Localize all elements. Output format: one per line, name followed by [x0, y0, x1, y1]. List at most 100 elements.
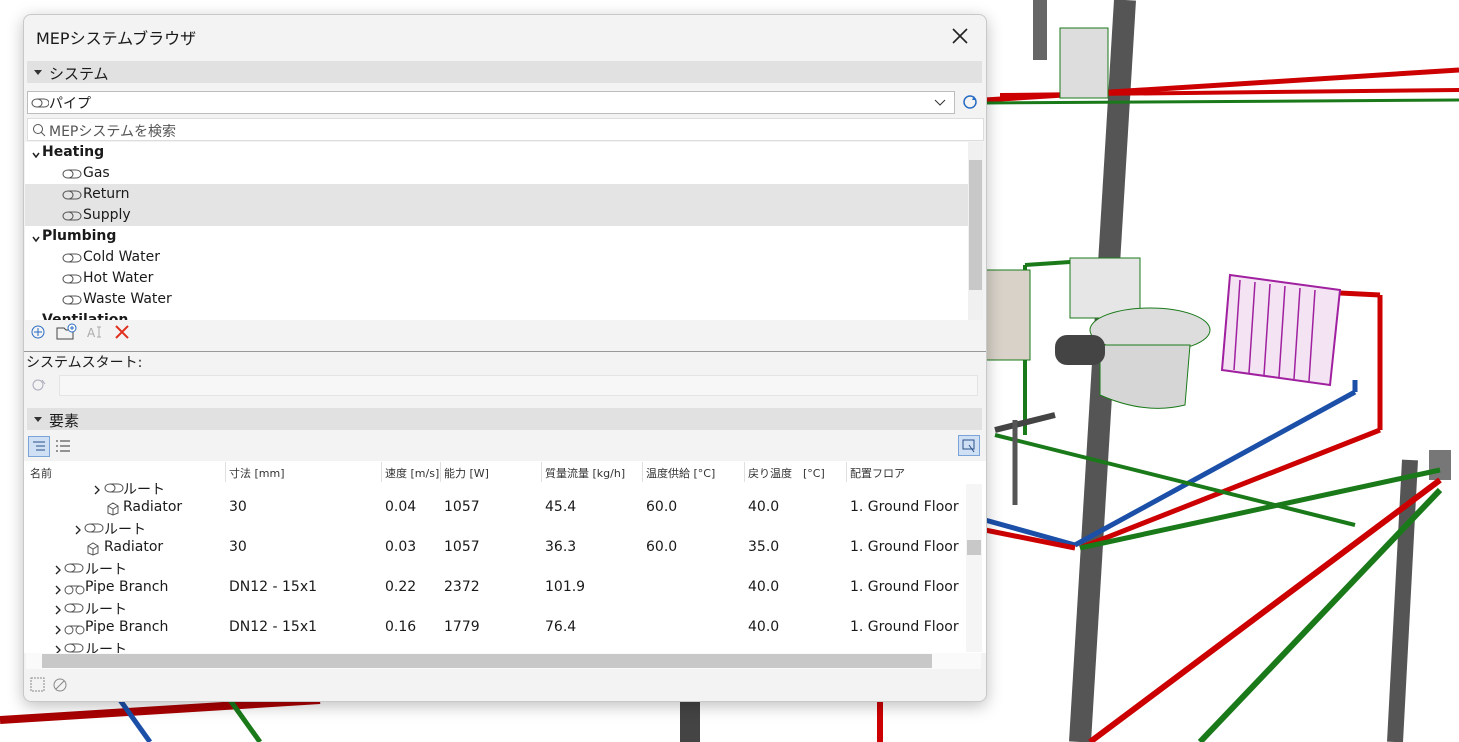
list-view-button[interactable]: [54, 437, 72, 455]
expander: [31, 148, 41, 164]
table-row[interactable]: ルート: [24, 638, 964, 653]
column-header[interactable]: 名前: [30, 467, 52, 480]
tree-group[interactable]: Ventilation: [25, 310, 968, 320]
cell: 0.03: [385, 539, 417, 555]
column-header[interactable]: 寸法 [mm]: [229, 467, 285, 480]
cell: 36.3: [545, 539, 577, 555]
pick-start-button[interactable]: [30, 376, 48, 394]
row-name: ルート: [123, 482, 165, 498]
row-icon: [106, 502, 120, 520]
tree-item[interactable]: Hot Water: [25, 268, 968, 289]
column-header[interactable]: 戻り温度 [°C]: [748, 467, 825, 480]
column-divider: [744, 462, 745, 482]
tree-item[interactable]: Gas: [25, 163, 968, 184]
column-divider: [642, 462, 643, 482]
window-title: MEPシステムブラウザ: [36, 29, 197, 48]
tree-view-button[interactable]: [28, 436, 50, 457]
column-header[interactable]: 能力 [W]: [444, 467, 489, 480]
cell: 35.0: [748, 539, 780, 555]
add-button[interactable]: [30, 324, 46, 340]
expander: [53, 623, 63, 639]
cell: 0.22: [385, 579, 417, 595]
cell: 1. Ground Floor: [850, 539, 959, 555]
table-row[interactable]: Pipe Branch DN12 - 15x1 0.16 1779 76.4 40.0 1.…: [24, 618, 964, 638]
pipe-icon: [62, 168, 82, 184]
table-row[interactable]: ルート: [24, 558, 964, 578]
item-label: Cold Water: [83, 249, 160, 265]
system-section-header[interactable]: システム: [27, 61, 982, 83]
search-placeholder: MEPシステムを検索: [49, 124, 176, 140]
bottom-toolbar: [30, 677, 67, 692]
item-label: Waste Water: [83, 291, 172, 307]
cell: 40.0: [748, 619, 780, 635]
tree-item[interactable]: Supply: [25, 205, 968, 226]
refresh-button[interactable]: [961, 93, 981, 111]
cell: 30: [229, 539, 247, 555]
dropdown-value: パイプ: [49, 96, 91, 112]
column-header[interactable]: 温度供給 [°C]: [646, 467, 716, 480]
column-header[interactable]: 速度 [m/s]: [385, 467, 440, 480]
pipe-icon: [62, 252, 82, 268]
add-folder-button[interactable]: [56, 323, 78, 341]
tree-scrollbar[interactable]: [968, 142, 983, 320]
tree-group[interactable]: Plumbing: [25, 226, 968, 247]
table-vscrollbar[interactable]: [966, 484, 982, 652]
table-hscrollbar[interactable]: [26, 653, 981, 669]
row-icon: [64, 602, 84, 618]
tree-item[interactable]: Waste Water: [25, 289, 968, 310]
row-name: Pipe Branch: [85, 579, 169, 595]
row-name: Radiator: [123, 499, 183, 515]
tree-item[interactable]: Return: [25, 184, 968, 205]
expander: [53, 603, 63, 619]
tree-toolbar: A: [30, 323, 150, 343]
table-row[interactable]: Radiator 30 0.03 1057 36.3 60.0 35.0 1. Ground …: [24, 538, 964, 558]
cell: 60.0: [646, 539, 678, 555]
cell: 1. Ground Floor: [850, 499, 959, 515]
table-row[interactable]: Radiator 30 0.04 1057 45.4 60.0 40.0 1. Ground …: [24, 498, 964, 518]
expander: [31, 232, 41, 248]
cell: 1. Ground Floor: [850, 579, 959, 595]
sync-selection-button[interactable]: [958, 435, 980, 456]
table-row[interactable]: ルート: [24, 598, 964, 618]
system-start-field[interactable]: [59, 375, 978, 396]
tree-item[interactable]: Cold Water: [25, 247, 968, 268]
search-box[interactable]: MEPシステムを検索: [27, 118, 984, 141]
elements-section-header[interactable]: 要素: [27, 408, 982, 430]
column-header[interactable]: 配置フロア: [850, 467, 905, 480]
expander: [53, 563, 63, 579]
table-row[interactable]: ルート: [24, 480, 964, 498]
cell: 76.4: [545, 619, 577, 635]
cell: 1057: [444, 499, 480, 515]
expander: [73, 523, 83, 539]
close-button[interactable]: [952, 28, 968, 44]
delete-button[interactable]: [114, 324, 130, 340]
pipe-icon: [31, 98, 49, 108]
item-label: Return: [83, 186, 130, 202]
cell: 40.0: [748, 499, 780, 515]
item-label: Supply: [83, 207, 131, 223]
column-divider: [381, 462, 382, 482]
table-row[interactable]: ルート: [24, 518, 964, 538]
expander: [53, 583, 63, 599]
row-icon: [64, 562, 84, 578]
cell: 1057: [444, 539, 480, 555]
tree-group[interactable]: Heating: [25, 142, 968, 163]
section-title: システム: [49, 65, 109, 83]
cell: DN12 - 15x1: [229, 619, 318, 635]
group-label: Ventilation: [42, 312, 129, 320]
rename-button[interactable]: A: [86, 324, 106, 340]
type-dropdown[interactable]: パイプ: [27, 91, 955, 114]
column-divider: [440, 462, 441, 482]
row-name: Radiator: [104, 539, 164, 555]
column-divider: [225, 462, 226, 482]
row-icon: [84, 522, 104, 538]
table-row[interactable]: Pipe Branch DN12 - 15x1 0.22 2372 101.9 40.0 1…: [24, 578, 964, 598]
row-name: ルート: [85, 602, 127, 618]
cell: DN12 - 15x1: [229, 579, 318, 595]
column-header[interactable]: 質量流量 [kg/h]: [545, 467, 626, 480]
pipe-icon: [62, 273, 82, 289]
mep-system-browser: MEPシステムブラウザ システム パイプ MEPシステムを検索 Heating G…: [23, 14, 987, 702]
row-icon: [64, 622, 86, 640]
search-icon: [33, 124, 46, 137]
